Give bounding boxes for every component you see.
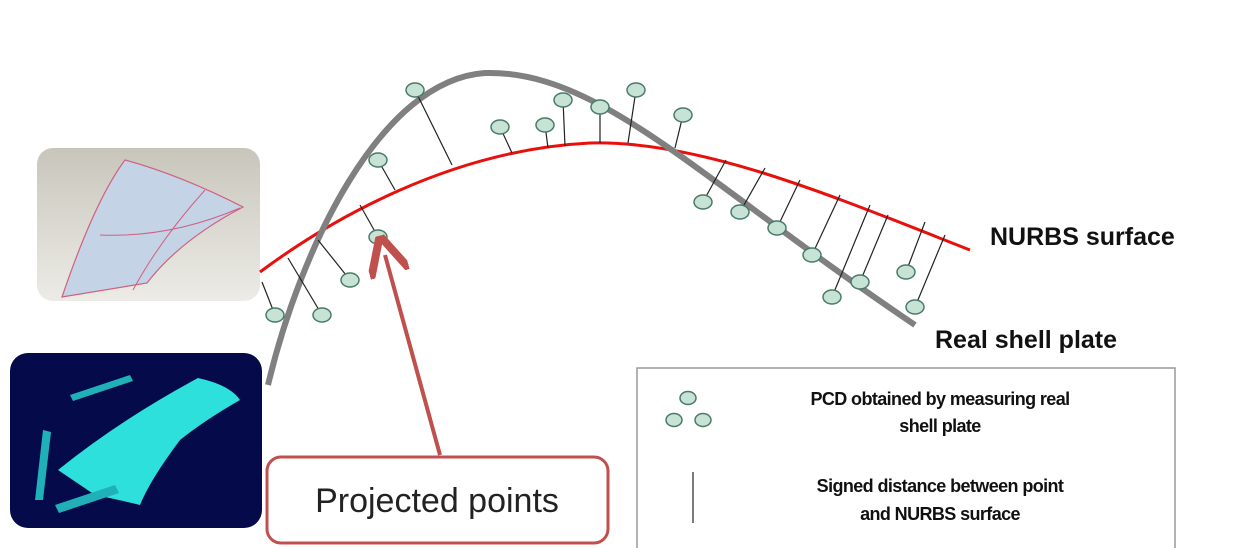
real-plate-label: Real shell plate [935,326,1117,354]
distance-line [860,215,888,282]
point-cloud [262,83,945,322]
measured-point [406,83,424,97]
measured-point [554,93,572,107]
nurbs-label: NURBS surface [990,223,1175,251]
legend-text: Signed distance between point [817,476,1064,496]
measured-point [674,108,692,122]
measured-point [694,195,712,209]
distance-line [415,90,452,165]
measured-point [341,273,359,287]
callout-text: Projected points [315,482,559,520]
measured-point [536,118,554,132]
nurbs-curve [260,143,970,272]
legend-text: PCD obtained by measuring real [810,389,1069,409]
measured-point [491,120,509,134]
measured-point [369,153,387,167]
diagram: NURBS surface Real shell plate Projected… [0,0,1234,548]
real-plate-curve [268,73,915,385]
measured-point [731,205,749,219]
measured-point [851,275,869,289]
measured-point [803,248,821,262]
measured-point [906,300,924,314]
measured-point [768,221,786,235]
legend: PCD obtained by measuring real shell pla… [637,368,1175,548]
distance-line [628,90,636,143]
cad-thumbnail [37,148,260,301]
measured-point [369,230,387,244]
legend-text: shell plate [899,416,981,436]
measured-point [823,290,841,304]
distance-line [812,195,840,255]
measured-point [591,100,609,114]
distance-line [915,235,945,307]
point-cloud-thumbnail [10,353,262,528]
measured-point [266,308,284,322]
measured-point [313,308,331,322]
measured-point [627,83,645,97]
measured-point [897,265,915,279]
legend-text: and NURBS surface [860,504,1020,524]
callout-arrow [385,255,440,455]
